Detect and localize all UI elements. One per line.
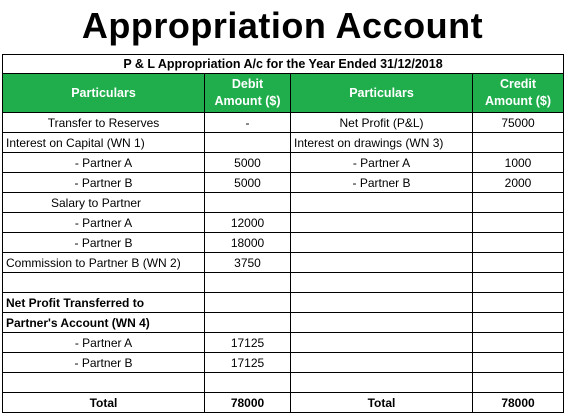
row-particulars-left: Net Profit Transferred to — [2, 292, 205, 313]
table-row: Net Profit Transferred to — [2, 292, 565, 313]
row-credit-amount — [471, 212, 565, 233]
total-row: Total 78000 Total 78000 — [2, 392, 565, 413]
table-row: Salary to Partner — [2, 192, 565, 213]
header-credit: Credit Amount ($) — [471, 73, 565, 113]
row-particulars-right — [290, 312, 473, 333]
row-debit-amount: 12000 — [204, 212, 291, 233]
row-particulars-right — [290, 332, 473, 353]
row-particulars-right — [290, 272, 473, 293]
row-particulars-right — [290, 212, 473, 233]
total-debit: 78000 — [204, 392, 291, 413]
row-particulars-left: - Partner A — [2, 332, 205, 353]
row-debit-amount: 17125 — [204, 352, 291, 373]
row-credit-amount — [471, 332, 565, 353]
row-debit-amount — [204, 192, 291, 213]
header-particulars-left: Particulars — [2, 73, 205, 113]
row-credit-amount — [471, 132, 565, 153]
row-particulars-left: - Partner B — [2, 232, 205, 253]
table-row — [2, 272, 565, 293]
table-row: - Partner B 5000- Partner B 2000 — [2, 172, 565, 193]
table-row: - Partner B 18000 — [2, 232, 565, 253]
row-particulars-left: Transfer to Reserves — [2, 112, 205, 133]
header-particulars-right: Particulars — [290, 73, 473, 113]
table-row: Partner's Account (WN 4) — [2, 312, 565, 333]
row-particulars-right — [290, 252, 473, 273]
table-row — [2, 372, 565, 393]
row-particulars-left: - Partner B — [2, 172, 205, 193]
table-row: Commission to Partner B (WN 2) 3750 — [2, 252, 565, 273]
total-label-left: Total — [2, 392, 205, 413]
row-debit-amount: 3750 — [204, 252, 291, 273]
table-caption: P & L Appropriation A/c for the Year End… — [1, 54, 565, 74]
row-credit-amount — [471, 352, 565, 373]
row-particulars-left — [2, 272, 205, 293]
row-debit-amount: 17125 — [204, 332, 291, 353]
total-label-right: Total — [290, 392, 473, 413]
total-credit: 78000 — [471, 392, 565, 413]
row-particulars-right — [290, 372, 473, 393]
row-credit-amount — [471, 372, 565, 393]
row-particulars-right — [290, 292, 473, 313]
table-row: - Partner A 12000 — [2, 212, 565, 233]
row-particulars-right — [290, 192, 473, 213]
row-debit-amount — [204, 292, 291, 313]
row-particulars-left: Partner's Account (WN 4) — [2, 312, 205, 333]
row-credit-amount — [471, 312, 565, 333]
row-debit-amount — [204, 272, 291, 293]
row-particulars-right: Interest on drawings (WN 3) — [290, 132, 473, 153]
row-credit-amount — [471, 232, 565, 253]
page-title: Appropriation Account — [81, 5, 484, 46]
row-particulars-right: - Partner A — [290, 152, 473, 173]
appropriation-table: P & L Appropriation A/c for the Year End… — [1, 54, 565, 413]
row-particulars-right: - Partner B — [290, 172, 473, 193]
row-particulars-left: Interest on Capital (WN 1) — [2, 132, 205, 153]
row-debit-amount — [204, 132, 291, 153]
table-row: - Partner A 5000- Partner A 1000 — [2, 152, 565, 173]
row-particulars-left — [2, 372, 205, 393]
row-particulars-left: Commission to Partner B (WN 2) — [2, 252, 205, 273]
row-particulars-left: Salary to Partner — [2, 192, 205, 213]
row-credit-amount: 75000 — [471, 112, 565, 133]
header-debit: Debit Amount ($) — [204, 73, 291, 113]
row-debit-amount — [204, 312, 291, 333]
row-particulars-right — [290, 352, 473, 373]
row-particulars-right — [290, 232, 473, 253]
table-row: - Partner A 17125 — [2, 332, 565, 353]
header-row: Particulars Debit Amount ($) Particulars… — [2, 73, 565, 113]
row-debit-amount: 5000 — [204, 152, 291, 173]
row-debit-amount: 18000 — [204, 232, 291, 253]
row-debit-amount — [204, 372, 291, 393]
row-credit-amount: 1000 — [471, 152, 565, 173]
row-credit-amount — [471, 292, 565, 313]
table-row: Interest on Capital (WN 1) Interest on dr… — [2, 132, 565, 153]
table-row: - Partner B 17125 — [2, 352, 565, 373]
table-row: Transfer to Reserves - Net Profit (P&L) 750… — [2, 112, 565, 133]
row-particulars-left: - Partner A — [2, 212, 205, 233]
row-debit-amount: 5000 — [204, 172, 291, 193]
row-credit-amount — [471, 272, 565, 293]
row-particulars-left: - Partner B — [2, 352, 205, 373]
row-credit-amount — [471, 192, 565, 213]
row-particulars-left: - Partner A — [2, 152, 205, 173]
row-particulars-right: Net Profit (P&L) — [290, 112, 473, 133]
row-credit-amount — [471, 252, 565, 273]
table-body: Transfer to Reserves - Net Profit (P&L) 750… — [2, 112, 565, 393]
row-credit-amount: 2000 — [471, 172, 565, 193]
caption-row: P & L Appropriation A/c for the Year End… — [1, 54, 565, 74]
row-debit-amount: - — [204, 112, 291, 133]
